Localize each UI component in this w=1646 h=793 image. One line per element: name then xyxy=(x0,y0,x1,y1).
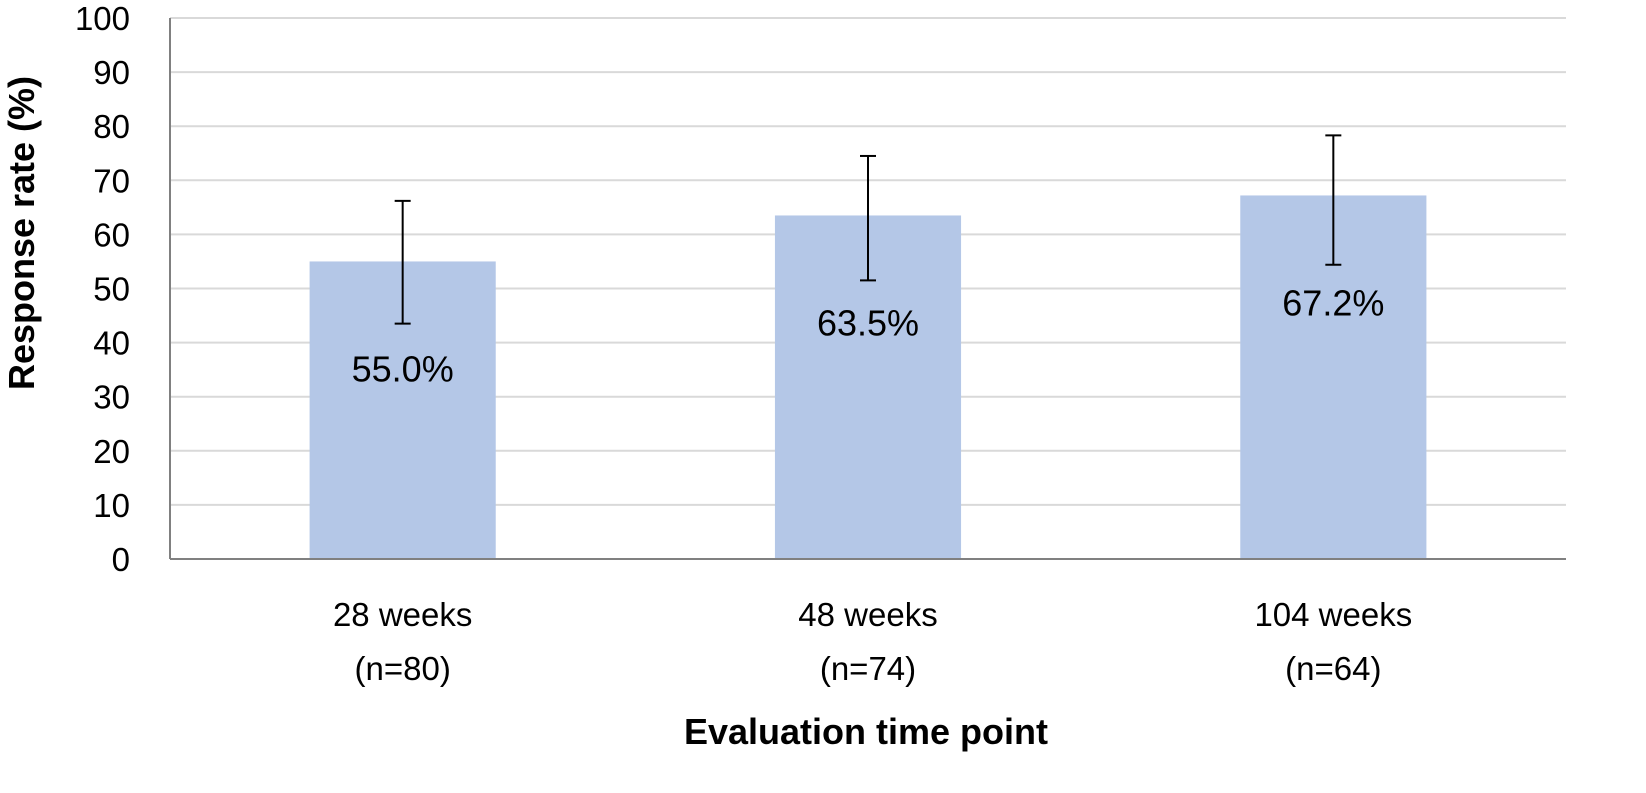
y-tick-label: 20 xyxy=(93,433,130,470)
x-axis xyxy=(169,18,1566,560)
error-bar xyxy=(860,154,876,282)
y-tick-label: 40 xyxy=(93,325,130,362)
y-tick-label: 70 xyxy=(93,162,130,199)
y-axis-title: Response rate (%) xyxy=(1,76,42,390)
y-tick-label: 90 xyxy=(93,54,130,91)
category-label: 48 weeks xyxy=(798,596,937,633)
y-tick-labels: 0 10 20 30 40 50 60 70 80 90 100 xyxy=(75,0,130,578)
y-tick-label: 60 xyxy=(93,216,130,253)
category-labels: 28 weeks (n=80) 48 weeks (n=74) 104 weeks (n=… xyxy=(333,596,1412,687)
error-bar xyxy=(394,199,411,325)
x-axis-title: Evaluation time point xyxy=(684,711,1048,752)
data-label: 55.0% xyxy=(352,348,454,389)
category-sublabel: (n=64) xyxy=(1285,650,1381,687)
y-tick-label: 50 xyxy=(93,271,130,308)
error-bar xyxy=(1325,134,1342,266)
y-tick-label: 30 xyxy=(93,379,130,416)
y-tick-label: 0 xyxy=(112,541,130,578)
y-tick-label: 10 xyxy=(93,487,130,524)
data-labels: 55.0% 63.5% 67.2% xyxy=(352,282,1385,389)
category-label: 28 weeks xyxy=(333,596,472,633)
data-label: 67.2% xyxy=(1282,282,1384,323)
error-bars xyxy=(394,134,1342,325)
category-sublabel: (n=74) xyxy=(820,650,916,687)
category-sublabel: (n=80) xyxy=(355,650,451,687)
data-label: 63.5% xyxy=(817,302,919,343)
y-tick-label: 100 xyxy=(75,0,130,37)
y-tick-label: 80 xyxy=(93,108,130,145)
category-label: 104 weeks xyxy=(1254,596,1412,633)
